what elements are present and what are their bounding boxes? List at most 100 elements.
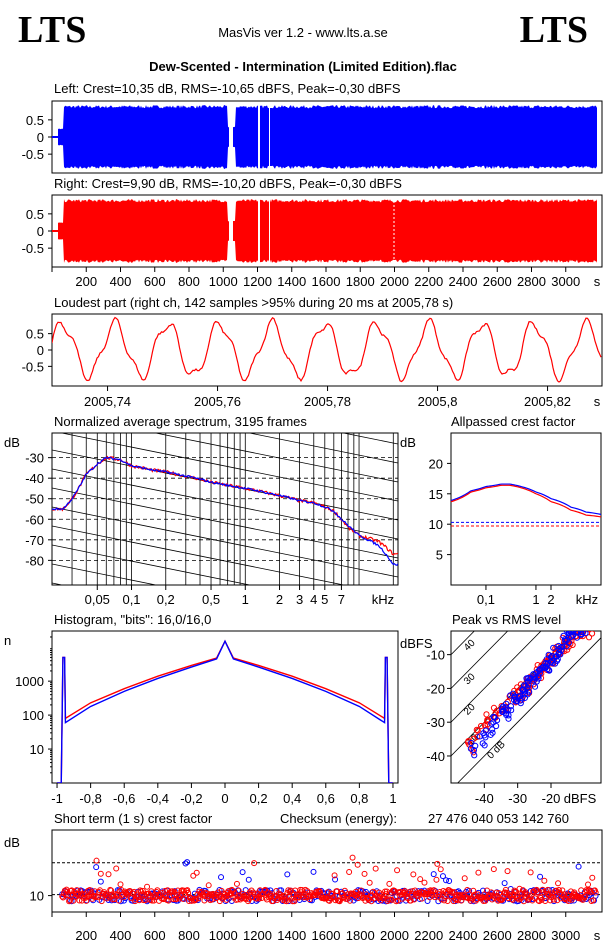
diag-grid	[52, 468, 398, 540]
x-tick-label: 2200	[414, 928, 443, 943]
crest-series-right	[451, 484, 601, 518]
scatter-point-left	[577, 631, 579, 632]
crest-point-right	[107, 886, 114, 893]
waveform-gap	[269, 196, 270, 266]
diag-grid	[52, 640, 398, 710]
x-tick-label: -20	[542, 791, 561, 806]
crest-point-right	[283, 898, 290, 905]
scatter-point-right	[588, 631, 596, 637]
x-tick-label: 0,8	[350, 791, 368, 806]
short-term-crest-title: Short term (1 s) crest factor	[54, 811, 213, 826]
crest-point-right	[162, 893, 169, 900]
loudest-part-line	[52, 316, 602, 383]
crest-point-right	[589, 874, 596, 881]
crest-point-right	[382, 891, 389, 898]
spectrum-series-left	[52, 456, 398, 566]
crest-point-right	[421, 879, 428, 886]
x-tick-label: 1400	[277, 928, 306, 943]
crest-point-right	[105, 871, 112, 878]
scatter-point-left	[585, 622, 590, 627]
waveform-gap	[269, 102, 270, 172]
x-tick-label: 200	[75, 274, 97, 289]
x-tick-label: 1200	[243, 274, 272, 289]
diag-grid	[52, 544, 252, 585]
crest-diagonal	[457, 637, 601, 783]
peak-vs-rms-title: Peak vs RMS level	[452, 612, 562, 627]
crest-point-right	[67, 888, 74, 895]
x-tick-label: 3	[296, 592, 303, 607]
x-tick-label: 3000	[551, 928, 580, 943]
y-tick-label: -0.5	[22, 359, 44, 374]
y-tick-label: -30	[426, 715, 445, 730]
scatter-point-left	[553, 657, 561, 664]
x-tick-label: 1	[242, 592, 249, 607]
crest-point-right	[394, 867, 401, 874]
x-tick-label: -0,4	[147, 791, 169, 806]
scatter-point-right	[483, 711, 490, 718]
crest-point-right	[382, 888, 389, 895]
x-unit-label: s	[594, 928, 601, 943]
x-unit-label: s	[594, 274, 601, 289]
scatter-point-right	[589, 623, 594, 628]
loudest-part-series	[52, 316, 602, 383]
crest-point-right	[98, 898, 105, 905]
x-tick-label: 2400	[449, 274, 478, 289]
x-tick-label: 1400	[277, 274, 306, 289]
y-axis-label: dB	[4, 435, 20, 450]
crest-series-left	[451, 483, 601, 516]
logo-right: LTS	[519, 9, 588, 51]
x-tick-label: 600	[144, 928, 166, 943]
crest-point-right	[190, 872, 197, 879]
crest-point-left	[239, 869, 246, 876]
crest-point-right	[138, 891, 145, 898]
crest-point-right	[366, 879, 373, 886]
crest-point-right	[504, 868, 511, 875]
x-tick-label: 0,4	[283, 791, 301, 806]
y-tick-label: 15	[429, 487, 443, 502]
crest-point-left	[97, 878, 104, 885]
crest-point-right	[97, 870, 104, 877]
crest-point-left	[93, 864, 100, 871]
crest-point-right	[203, 889, 210, 896]
y-tick-label: 0.5	[26, 207, 44, 222]
scatter-point-right	[474, 733, 481, 740]
allpassed-crest-plot	[451, 483, 601, 527]
waveform-gap	[258, 102, 260, 172]
scatter-point-right	[577, 624, 582, 629]
crest-point-right	[201, 897, 208, 904]
crest-point-right	[93, 857, 100, 864]
scatter-point-left	[493, 717, 501, 724]
y-tick-label: 0.5	[26, 113, 44, 128]
crest-point-left	[575, 863, 582, 870]
crest-point-right	[585, 881, 592, 888]
scatter-point-left	[480, 730, 487, 737]
crest-point-right	[441, 897, 448, 904]
scatter-point-right	[578, 631, 583, 632]
peak-vs-rms-frame	[450, 630, 602, 784]
crest-point-right	[214, 892, 221, 899]
x-tick-label: 2600	[483, 274, 512, 289]
left_waveform-series	[52, 102, 597, 172]
crest-point-right	[541, 877, 548, 884]
x-tick-label: 0,6	[317, 791, 335, 806]
scatter-point-right	[585, 623, 590, 628]
x-unit-label: s	[594, 394, 601, 409]
short-term-crest-plot	[52, 854, 602, 905]
crest-point-right	[434, 860, 441, 867]
diag-grid	[52, 525, 346, 585]
crest-point-right	[193, 869, 200, 876]
scatter-point-left	[503, 700, 510, 707]
crest-point-left	[430, 871, 437, 878]
y-axis-label: dB	[400, 435, 416, 450]
scatter-point-right	[586, 624, 591, 629]
x-unit-label: kHz	[576, 592, 598, 607]
crest-point-right	[189, 895, 196, 902]
diag-grid	[52, 317, 398, 387]
scatter-point-left	[505, 706, 512, 713]
x-tick-label: 3000	[551, 274, 580, 289]
x-tick-label: 200	[75, 928, 97, 943]
crest-point-right	[417, 876, 424, 883]
crest-point-right	[475, 869, 482, 876]
scatter-point-left	[578, 631, 585, 638]
crest-diagonal	[451, 631, 542, 723]
